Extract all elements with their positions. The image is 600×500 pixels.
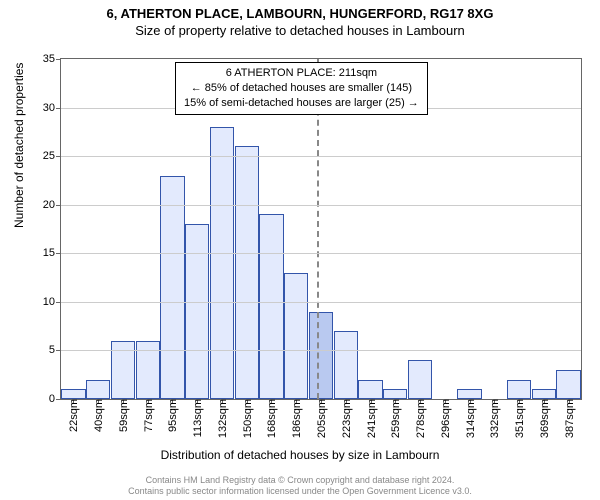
- xtick-label: 59sqm: [116, 399, 130, 432]
- xtick-label: 278sqm: [413, 399, 427, 438]
- ytick-label: 35: [43, 53, 61, 65]
- ytick-label: 20: [43, 199, 61, 211]
- xtick-label: 77sqm: [141, 399, 155, 432]
- ytick-label: 15: [43, 247, 61, 259]
- xtick-label: 95sqm: [165, 399, 179, 432]
- bar: [309, 312, 333, 399]
- xtick-label: 186sqm: [289, 399, 303, 438]
- footer-line-1: Contains HM Land Registry data © Crown c…: [0, 475, 600, 486]
- bar: [61, 389, 85, 399]
- bar: [408, 360, 432, 399]
- xtick-label: 332sqm: [487, 399, 501, 438]
- xtick-label: 168sqm: [264, 399, 278, 438]
- gridline: [61, 350, 581, 351]
- bar: [185, 224, 209, 399]
- y-axis-title: Number of detached properties: [12, 63, 26, 228]
- xtick-label: 296sqm: [438, 399, 452, 438]
- xtick-label: 113sqm: [190, 399, 204, 437]
- chart-container: 6, ATHERTON PLACE, LAMBOURN, HUNGERFORD,…: [0, 0, 600, 500]
- gridline: [61, 205, 581, 206]
- ytick-label: 30: [43, 102, 61, 114]
- xtick-label: 132sqm: [215, 399, 229, 438]
- bar: [358, 380, 382, 399]
- xtick-label: 22sqm: [66, 399, 80, 432]
- xtick-label: 387sqm: [562, 399, 576, 438]
- xtick-label: 205sqm: [314, 399, 328, 438]
- info-line-2: ← 85% of detached houses are smaller (14…: [184, 81, 419, 96]
- bar: [532, 389, 556, 399]
- bar: [284, 273, 308, 399]
- bar: [86, 380, 110, 399]
- ytick-label: 10: [43, 296, 61, 308]
- ytick-label: 0: [49, 393, 61, 405]
- chart-title: 6, ATHERTON PLACE, LAMBOURN, HUNGERFORD,…: [0, 0, 600, 21]
- bar: [457, 389, 481, 399]
- ytick-label: 5: [49, 344, 61, 356]
- bar: [507, 380, 531, 399]
- bar: [160, 176, 184, 399]
- info-box: 6 ATHERTON PLACE: 211sqm ← 85% of detach…: [175, 62, 428, 115]
- info-line-3: 15% of semi-detached houses are larger (…: [184, 96, 419, 111]
- xtick-label: 241sqm: [364, 399, 378, 438]
- ytick-label: 25: [43, 150, 61, 162]
- footer-line-2: Contains public sector information licen…: [0, 486, 600, 497]
- bar: [210, 127, 234, 399]
- bar: [235, 146, 259, 399]
- bar: [334, 331, 358, 399]
- bar: [259, 214, 283, 399]
- xtick-label: 369sqm: [537, 399, 551, 438]
- bar: [556, 370, 580, 399]
- xtick-label: 259sqm: [388, 399, 402, 438]
- chart-subtitle: Size of property relative to detached ho…: [0, 21, 600, 38]
- bar: [383, 389, 407, 399]
- gridline: [61, 302, 581, 303]
- xtick-label: 150sqm: [240, 399, 254, 438]
- xtick-label: 351sqm: [512, 399, 526, 438]
- footer: Contains HM Land Registry data © Crown c…: [0, 475, 600, 497]
- gridline: [61, 156, 581, 157]
- xtick-label: 223sqm: [339, 399, 353, 438]
- xtick-label: 40sqm: [91, 399, 105, 432]
- x-axis-title: Distribution of detached houses by size …: [0, 448, 600, 462]
- gridline: [61, 253, 581, 254]
- info-line-1: 6 ATHERTON PLACE: 211sqm: [184, 66, 419, 81]
- xtick-label: 314sqm: [463, 399, 477, 438]
